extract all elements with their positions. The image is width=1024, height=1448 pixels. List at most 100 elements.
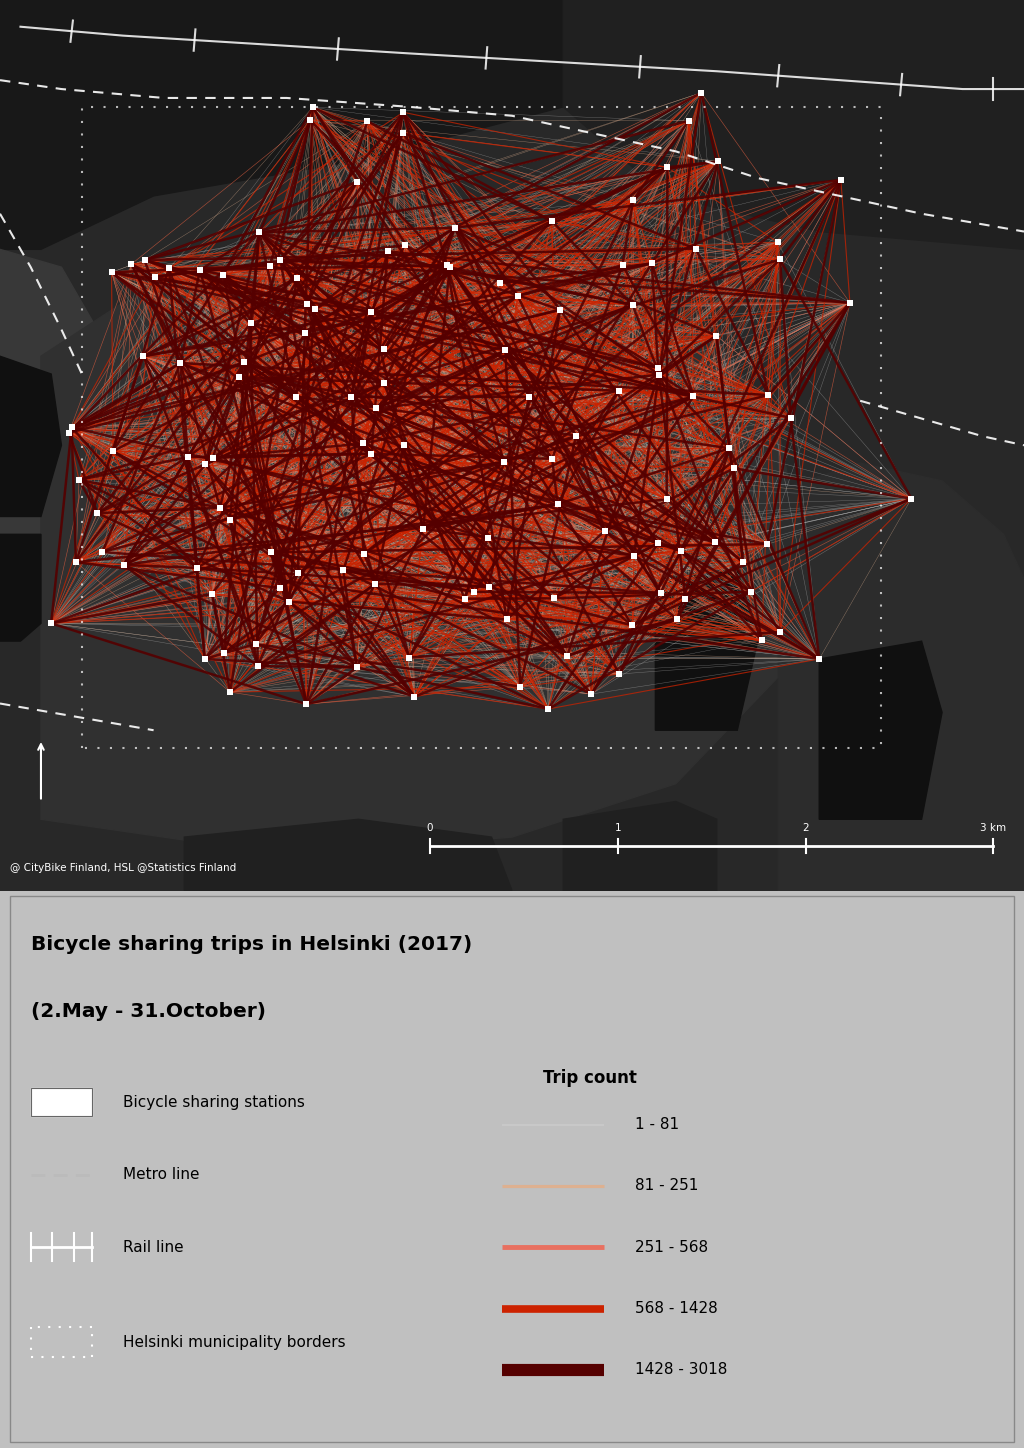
Point bbox=[687, 237, 703, 261]
Point bbox=[103, 261, 120, 284]
Point bbox=[289, 266, 305, 290]
Polygon shape bbox=[778, 463, 1024, 891]
Point bbox=[568, 424, 585, 447]
Point bbox=[297, 321, 313, 345]
Point bbox=[552, 298, 568, 321]
Point bbox=[116, 553, 132, 576]
Point bbox=[614, 253, 631, 277]
Point bbox=[263, 542, 280, 565]
Point bbox=[650, 531, 667, 555]
Point bbox=[811, 647, 827, 670]
Point bbox=[650, 356, 667, 379]
Point bbox=[349, 171, 366, 194]
Text: Bicycle sharing stations: Bicycle sharing stations bbox=[123, 1095, 305, 1109]
Point bbox=[521, 385, 538, 408]
Point bbox=[343, 385, 359, 408]
Polygon shape bbox=[563, 802, 717, 891]
Point bbox=[262, 253, 279, 277]
Point bbox=[680, 109, 696, 132]
Point bbox=[248, 633, 264, 656]
Text: Helsinki municipality borders: Helsinki municipality borders bbox=[123, 1335, 345, 1350]
Point bbox=[643, 252, 659, 275]
Point bbox=[364, 442, 380, 465]
Point bbox=[401, 646, 418, 669]
Point bbox=[368, 397, 384, 420]
Point bbox=[146, 265, 163, 288]
Polygon shape bbox=[184, 820, 512, 891]
Point bbox=[204, 582, 220, 605]
Text: 568 - 1428: 568 - 1428 bbox=[635, 1302, 718, 1316]
Point bbox=[63, 416, 80, 439]
Bar bbox=[39, 1095, 63, 1109]
Point bbox=[496, 450, 512, 473]
Point bbox=[625, 294, 641, 317]
Point bbox=[735, 550, 752, 573]
Point bbox=[355, 542, 372, 565]
Point bbox=[544, 447, 560, 471]
Point bbox=[498, 339, 514, 362]
Point bbox=[626, 544, 642, 568]
Point bbox=[673, 540, 689, 563]
Point bbox=[407, 685, 423, 708]
Point bbox=[198, 453, 214, 476]
Point bbox=[584, 682, 600, 705]
Bar bbox=[31, 1089, 92, 1116]
Point bbox=[272, 248, 289, 271]
Point bbox=[710, 149, 726, 172]
Point bbox=[288, 385, 304, 408]
Point bbox=[306, 298, 323, 321]
Point bbox=[707, 531, 723, 555]
Point bbox=[197, 647, 213, 670]
Point bbox=[179, 446, 196, 469]
Point bbox=[60, 421, 77, 445]
Point bbox=[624, 614, 640, 637]
Point bbox=[446, 216, 463, 239]
Point bbox=[742, 581, 759, 604]
Point bbox=[659, 156, 676, 180]
Point bbox=[349, 656, 366, 679]
Point bbox=[394, 122, 411, 145]
Point bbox=[842, 291, 858, 314]
Point bbox=[658, 488, 675, 511]
Point bbox=[359, 110, 376, 133]
Point bbox=[709, 324, 725, 348]
Point bbox=[68, 550, 84, 573]
Text: 81 - 251: 81 - 251 bbox=[635, 1179, 698, 1193]
Point bbox=[772, 248, 788, 271]
Point bbox=[94, 540, 111, 563]
Polygon shape bbox=[41, 266, 799, 854]
Point bbox=[439, 253, 456, 277]
Point bbox=[769, 230, 785, 253]
Polygon shape bbox=[0, 0, 563, 249]
Text: 1428 - 3018: 1428 - 3018 bbox=[635, 1363, 727, 1377]
Point bbox=[782, 405, 799, 429]
Point bbox=[544, 210, 560, 233]
Point bbox=[251, 222, 267, 245]
Point bbox=[172, 352, 188, 375]
Point bbox=[466, 581, 482, 604]
Point bbox=[376, 337, 392, 361]
Polygon shape bbox=[819, 641, 942, 820]
Point bbox=[136, 249, 153, 272]
Text: Rail line: Rail line bbox=[123, 1239, 183, 1255]
Text: 1: 1 bbox=[614, 822, 622, 833]
Point bbox=[669, 608, 685, 631]
Point bbox=[499, 608, 515, 631]
Point bbox=[559, 644, 575, 668]
Point bbox=[302, 109, 318, 132]
Point bbox=[376, 372, 392, 395]
Point bbox=[104, 440, 121, 463]
Point bbox=[759, 533, 775, 556]
Point bbox=[230, 366, 247, 390]
Point bbox=[652, 581, 669, 604]
Polygon shape bbox=[0, 356, 61, 517]
Text: 3 km: 3 km bbox=[980, 822, 1007, 833]
Point bbox=[212, 497, 228, 520]
Polygon shape bbox=[0, 534, 41, 641]
Point bbox=[71, 468, 87, 491]
Point bbox=[89, 501, 105, 524]
Point bbox=[216, 641, 232, 665]
Point bbox=[721, 437, 737, 460]
Point bbox=[685, 385, 701, 408]
Point bbox=[304, 96, 321, 119]
